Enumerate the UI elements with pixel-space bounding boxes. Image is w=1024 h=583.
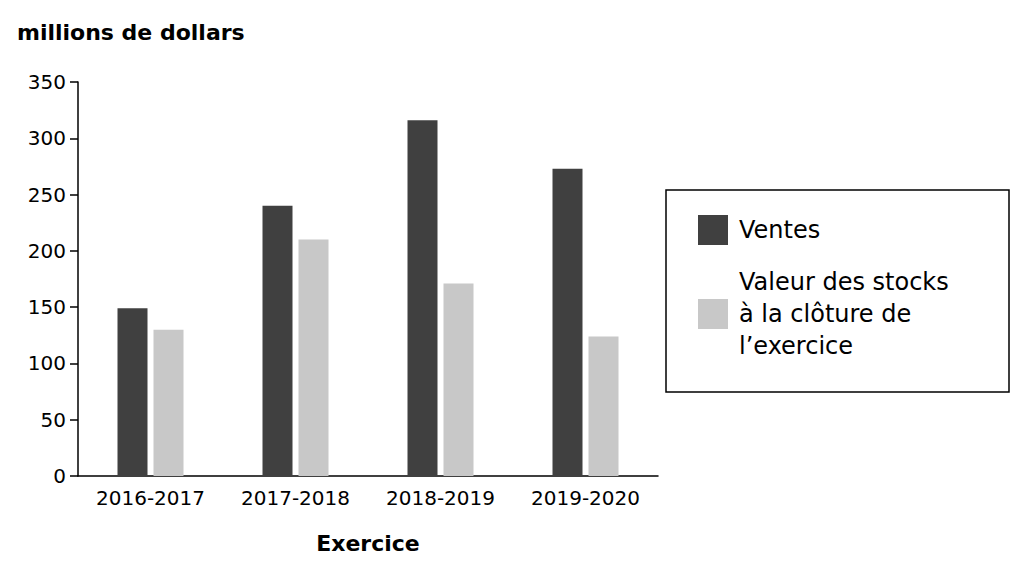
svg-text:250: 250 [28, 183, 66, 207]
svg-text:2017-2018: 2017-2018 [241, 486, 350, 510]
svg-text:Valeur des stocks: Valeur des stocks [739, 268, 956, 296]
svg-text:0: 0 [53, 464, 66, 488]
svg-text:150: 150 [28, 295, 66, 319]
svg-text:200: 200 [28, 239, 66, 263]
svg-text:2016-2017: 2016-2017 [96, 486, 205, 510]
svg-text:Exercice: Exercice [316, 531, 420, 556]
svg-text:l’exercice: l’exercice [739, 332, 853, 360]
svg-text:300: 300 [28, 126, 66, 150]
svg-text:à la clôture de: à la clôture de [739, 300, 919, 328]
svg-text:50: 50 [41, 408, 66, 432]
svg-text:2019-2020: 2019-2020 [531, 486, 640, 510]
svg-text:350: 350 [28, 70, 66, 94]
svg-text:Ventes: Ventes [739, 216, 820, 244]
svg-text:2018-2019: 2018-2019 [386, 486, 495, 510]
svg-text:100: 100 [28, 351, 66, 375]
svg-text:millions de dollars: millions de dollars [17, 20, 245, 45]
